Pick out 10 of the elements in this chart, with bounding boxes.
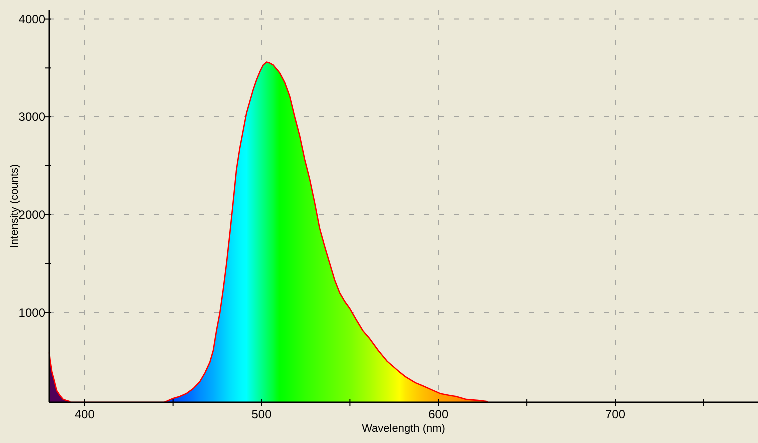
x-tick-label: 500 bbox=[252, 408, 272, 422]
y-tick-label: 2000 bbox=[18, 208, 46, 222]
y-tick-label: 4000 bbox=[18, 12, 46, 26]
x-tick-label: 700 bbox=[605, 408, 626, 422]
x-axis-title: Wavelength (nm) bbox=[362, 423, 446, 435]
y-axis-title: Intensity (counts) bbox=[9, 164, 21, 248]
y-tick-label: 3000 bbox=[18, 110, 46, 124]
y-tick-label: 1000 bbox=[18, 306, 46, 320]
x-tick-label: 600 bbox=[428, 408, 449, 422]
x-tick-label: 400 bbox=[74, 408, 96, 422]
